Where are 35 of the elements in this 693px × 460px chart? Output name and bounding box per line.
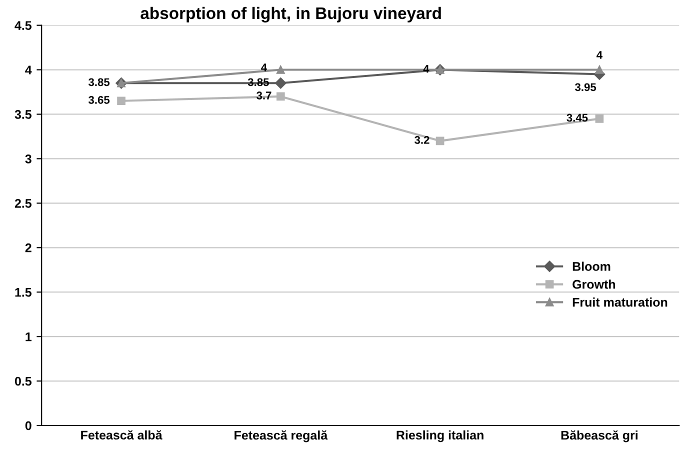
point <box>436 136 444 146</box>
data-label: 3.85 <box>88 78 110 86</box>
data-label: 4 <box>261 64 268 72</box>
point <box>275 78 286 89</box>
legend-label: Bloom <box>572 262 610 271</box>
y-tick-label: 3.5 <box>14 110 32 119</box>
data-label: 3.65 <box>88 96 110 104</box>
y-tick-label: 0.5 <box>14 376 32 386</box>
x-tick-label: Băbească gri <box>561 430 638 442</box>
y-tick-label: 0 <box>25 421 32 430</box>
y-tick-label: 4.5 <box>14 21 32 30</box>
x-tick-label: Riesling italian <box>396 430 484 442</box>
y-tick-label: 2 <box>25 243 32 252</box>
y-tick-label: 4 <box>25 66 32 74</box>
data-label: 4 <box>423 64 430 73</box>
legend-label: Growth <box>572 280 616 289</box>
data-label: 3.7 <box>256 92 272 100</box>
point <box>595 114 604 123</box>
y-tick-label: 1 <box>26 332 32 342</box>
point <box>595 66 604 74</box>
y-tick-label: 1.5 <box>15 288 32 297</box>
x-tick-label: Fetească regală <box>234 430 328 442</box>
x-tick-label: Fetească albă <box>81 430 162 440</box>
data-label: 3.2 <box>414 136 430 144</box>
data-label: 3.85 <box>248 78 269 86</box>
y-tick-label: 3 <box>25 154 32 164</box>
data-label: 4 <box>596 51 602 59</box>
legend-label: Fruit maturation <box>572 298 668 307</box>
point <box>117 96 126 106</box>
data-label: 3.45 <box>566 114 588 122</box>
chart-title: absorption of light, in Bujoru vineyard <box>140 6 441 23</box>
point <box>276 66 285 74</box>
point <box>276 92 285 101</box>
data-label: 3.95 <box>575 83 596 92</box>
y-tick-label: 2.5 <box>14 198 32 208</box>
